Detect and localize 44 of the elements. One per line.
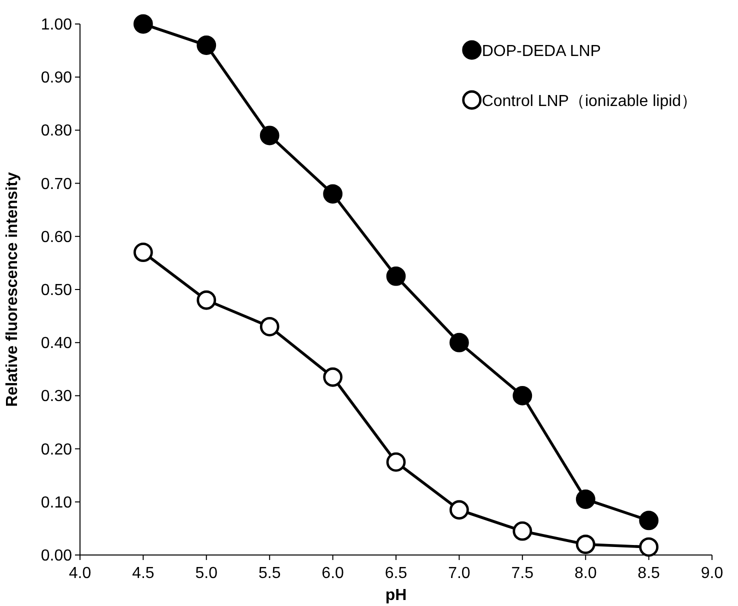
y-tick-label: 1.00	[40, 16, 72, 34]
x-tick-label: 5.5	[258, 565, 281, 582]
y-tick-label: 0.40	[40, 335, 72, 352]
legend-label: Control LNP（ionizable lipid）	[482, 93, 698, 110]
y-tick-label: 0.20	[40, 441, 72, 458]
point	[134, 14, 153, 34]
x-tick-label: 8.5	[638, 565, 660, 582]
x-tick-label: 4.5	[132, 565, 154, 582]
y-tick-label: 0.10	[40, 494, 72, 512]
point	[576, 490, 596, 509]
point	[196, 290, 216, 310]
point	[450, 500, 469, 520]
y-tick-label: 0.30	[40, 388, 72, 406]
x-tick-label: 5.0	[195, 565, 218, 582]
x-tick-label: 7.5	[511, 565, 534, 582]
point	[639, 537, 658, 557]
legend-label: DOP-DEDA LNP	[482, 43, 601, 60]
point	[639, 510, 658, 530]
x-axis-title: pH	[385, 587, 407, 604]
y-tick-label: 0.00	[40, 548, 72, 564]
point	[260, 316, 280, 336]
x-tick-label: 9.0	[700, 565, 724, 582]
x-tick-label: 8.0	[574, 565, 597, 582]
y-tick-label: 0.80	[40, 122, 72, 140]
point	[196, 36, 216, 55]
y-axis-title: Relative fluorescence intensity	[4, 172, 21, 407]
point	[512, 386, 532, 406]
y-tick-label: 0.60	[40, 228, 72, 246]
y-tick-label: 0.70	[40, 176, 72, 193]
point	[576, 534, 596, 554]
point	[512, 521, 532, 541]
x-tick-label: 6.0	[322, 565, 344, 582]
x-tick-label: 7.0	[448, 565, 470, 582]
point	[386, 266, 406, 286]
x-tick-label: 6.5	[384, 565, 408, 582]
point	[323, 367, 342, 387]
y-tick-label: 0.50	[40, 282, 72, 299]
x-tick-label: 4.0	[68, 565, 92, 582]
y-tick-label: 0.90	[40, 70, 72, 87]
point	[386, 452, 406, 472]
point	[260, 126, 280, 146]
point	[323, 184, 342, 204]
point	[450, 332, 469, 352]
point	[134, 242, 153, 262]
